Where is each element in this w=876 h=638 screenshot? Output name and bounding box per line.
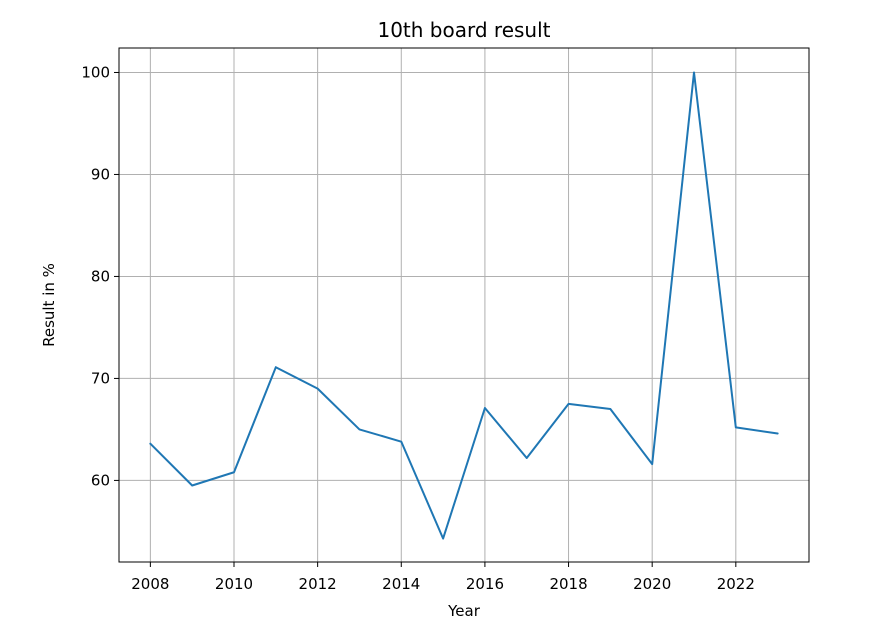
x-tick-label: 2008 [131,575,169,593]
y-tick-label: 90 [91,165,110,183]
series-line [149,71,779,540]
x-tick-label: 2012 [299,575,337,593]
axes-frame [118,47,810,563]
x-tick-label: 2018 [549,575,587,593]
grid [119,48,809,562]
y-tick-label: 80 [91,267,110,285]
y-tick-label: 70 [91,369,110,387]
y-tick-label: 100 [81,63,110,81]
x-tick-label: 2022 [717,575,755,593]
series-layer [149,71,779,540]
x-tick-label: 2010 [215,575,253,593]
y-tick-label: 60 [91,471,110,489]
x-tick-label: 2020 [633,575,671,593]
x-tick-label: 2016 [466,575,504,593]
x-tick-label: 2014 [382,575,420,593]
chart-title: 10th board result [377,18,550,42]
y-axis: 60 70 80 90 100 [81,63,119,489]
y-axis-label: Result in % [40,263,58,347]
x-axis-label: Year [447,602,481,620]
x-axis: 2008 2010 2012 2014 2016 2018 2020 2022 [131,562,755,593]
